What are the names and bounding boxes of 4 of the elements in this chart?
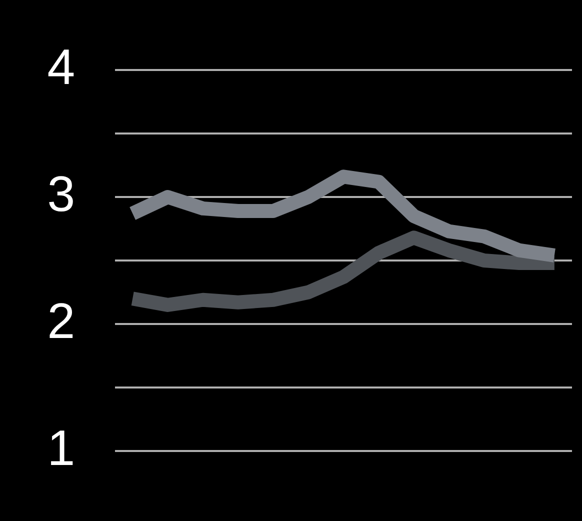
y-tick-label: 2 bbox=[47, 292, 75, 349]
y-tick-label: 1 bbox=[47, 420, 75, 476]
y-tick-label: 3 bbox=[47, 166, 75, 222]
y-tick-label: 4 bbox=[47, 38, 75, 95]
